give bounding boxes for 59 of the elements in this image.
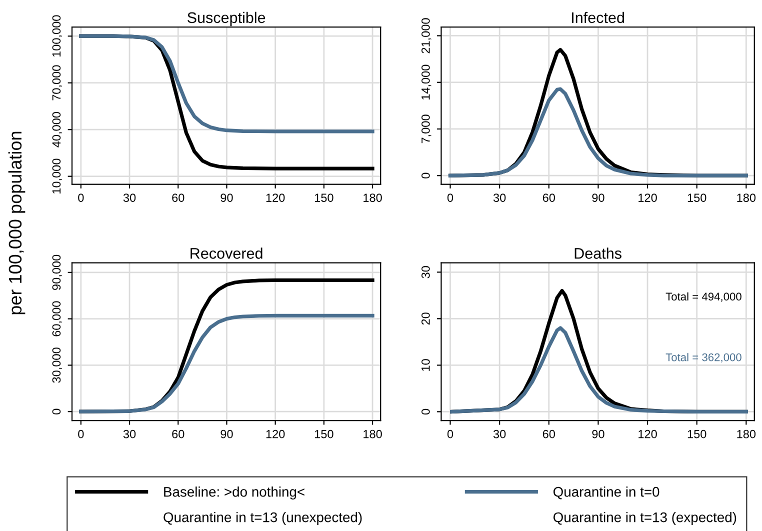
x-tick-label: 60: [542, 430, 555, 438]
y-tick-label: 7,000: [421, 114, 432, 144]
x-tick-label: 90: [592, 194, 604, 202]
x-tick-label: 120: [638, 194, 657, 202]
x-tick-label: 150: [688, 430, 706, 438]
x-tick-label: 120: [266, 194, 285, 202]
x-tick-label: 150: [314, 194, 334, 202]
y-tick-label: 30: [421, 266, 430, 278]
x-tick-label: 30: [123, 430, 136, 438]
legend-label: Baseline: >do nothing<: [164, 486, 304, 500]
line-series: [79, 314, 374, 414]
legend-label: Quarantine in t=0: [553, 486, 660, 500]
text: Quarantine in t=13 (expected): [553, 512, 736, 525]
x-tick-label: 0: [78, 194, 84, 202]
chart-title: Infected: [572, 12, 624, 24]
y-tick-label: 30,000: [52, 348, 62, 383]
y-tick-label: 0: [421, 408, 430, 415]
x-tick-label: 0: [447, 194, 454, 202]
x-tick-label: 0: [78, 430, 84, 438]
y-tick-label: 90,000: [52, 254, 62, 290]
chart-title: Susceptible: [188, 12, 266, 26]
x-tick-label: 0: [447, 430, 454, 438]
text: Quarantine in t=13 (unexpected): [164, 512, 362, 525]
x-tick-label: 90: [220, 430, 233, 438]
y-tick-label: 0: [52, 408, 61, 414]
x-tick-label: 120: [638, 430, 657, 438]
chart-title: Recovered: [190, 248, 262, 259]
y-axis-title: per 100,000 population: [8, 132, 26, 314]
x-tick-label: 60: [542, 194, 555, 202]
x-tick-label: 120: [266, 430, 285, 438]
line-series: [448, 87, 748, 178]
y-tick-label: 100,000: [52, 15, 62, 57]
y-tick-label: 60,000: [52, 301, 62, 336]
y-tick-label: 40,000: [52, 112, 62, 148]
line-series: [79, 34, 374, 134]
x-tick-label: 60: [172, 430, 184, 438]
y-tick-label: 20: [421, 312, 430, 325]
x-tick-label: 180: [364, 194, 382, 202]
y-tick-label: 10: [421, 359, 430, 371]
x-tick-label: 60: [172, 194, 184, 202]
x-tick-label: 90: [220, 194, 233, 202]
x-tick-label: 180: [737, 194, 756, 202]
x-tick-label: 150: [314, 430, 334, 438]
x-tick-label: 30: [493, 430, 506, 438]
y-tick-label: 21,000: [421, 18, 432, 54]
y-tick-label: 0: [421, 172, 430, 178]
y-tick-label: 14,000: [421, 64, 432, 100]
y-tick-label: 70,000: [52, 65, 62, 100]
x-tick-label: 90: [592, 430, 604, 438]
x-tick-label: 180: [364, 430, 382, 438]
x-tick-label: 150: [688, 194, 706, 202]
x-tick-label: 30: [123, 194, 136, 202]
x-tick-label: 180: [737, 430, 756, 438]
annotation: Total = 494,000: [666, 292, 742, 302]
x-tick-label: 30: [493, 194, 506, 202]
chart-title: Deaths: [574, 248, 622, 259]
annotation: Total = 362,000: [666, 353, 742, 363]
y-tick-label: 10,000: [52, 158, 62, 194]
line-series: [450, 326, 748, 414]
